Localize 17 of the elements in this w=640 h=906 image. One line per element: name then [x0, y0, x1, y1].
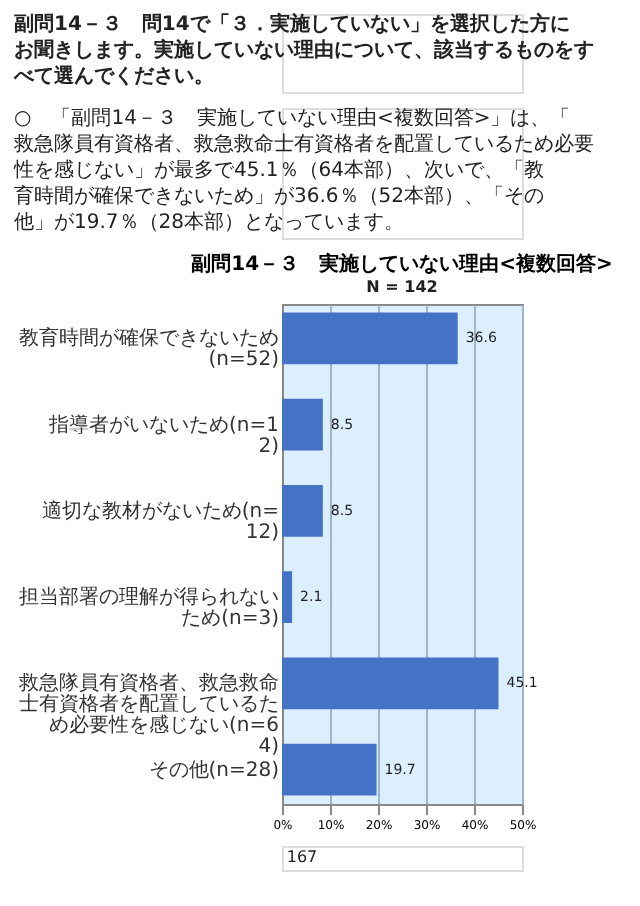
- y-tick-label: 担当部署の理解が得られないため(n=3): [19, 585, 280, 631]
- bar: [282, 657, 499, 710]
- text: ○ 「副問14－３ 実施していない理由<複数回答>」は、「救急隊員有資格者、救急救命士有資格者を配置しているため必要性を感じない」が最多で45.1％（64本部）、次いで、「教育時間が確保できないため」が36.6％（52本部）、「その他」が19.7％（28本部）となっています。: [12, 106, 594, 234]
- bar: [282, 571, 293, 623]
- y-tick-label: その他(n=28): [148, 757, 280, 782]
- y-tick-label: 教育時間が確保できないため(n=52): [19, 326, 280, 372]
- y-tick-label: 指導者がいないため(n=12): [47, 412, 280, 458]
- chart-subtitle: N = 142: [366, 278, 438, 296]
- bar: [282, 485, 323, 537]
- text: 副問14－３ 問14で「３．実施していない」を選択した方にお聞きします。実施していない理由について、該当するものをすべて選んでください。: [12, 12, 594, 88]
- y-tick-label: 救急隊員有資格者、救急救命士有資格者を配置しているため必要性を感じない(n=64): [17, 671, 280, 759]
- bar: [282, 398, 323, 451]
- bar: [282, 312, 458, 365]
- y-tick-label: 適切な教材がないため(n=12): [41, 498, 280, 544]
- text: 167: [286, 848, 318, 866]
- chart-title: 副問14－３ 実施していない理由<複数回答>: [191, 252, 613, 276]
- bar: [282, 743, 377, 796]
